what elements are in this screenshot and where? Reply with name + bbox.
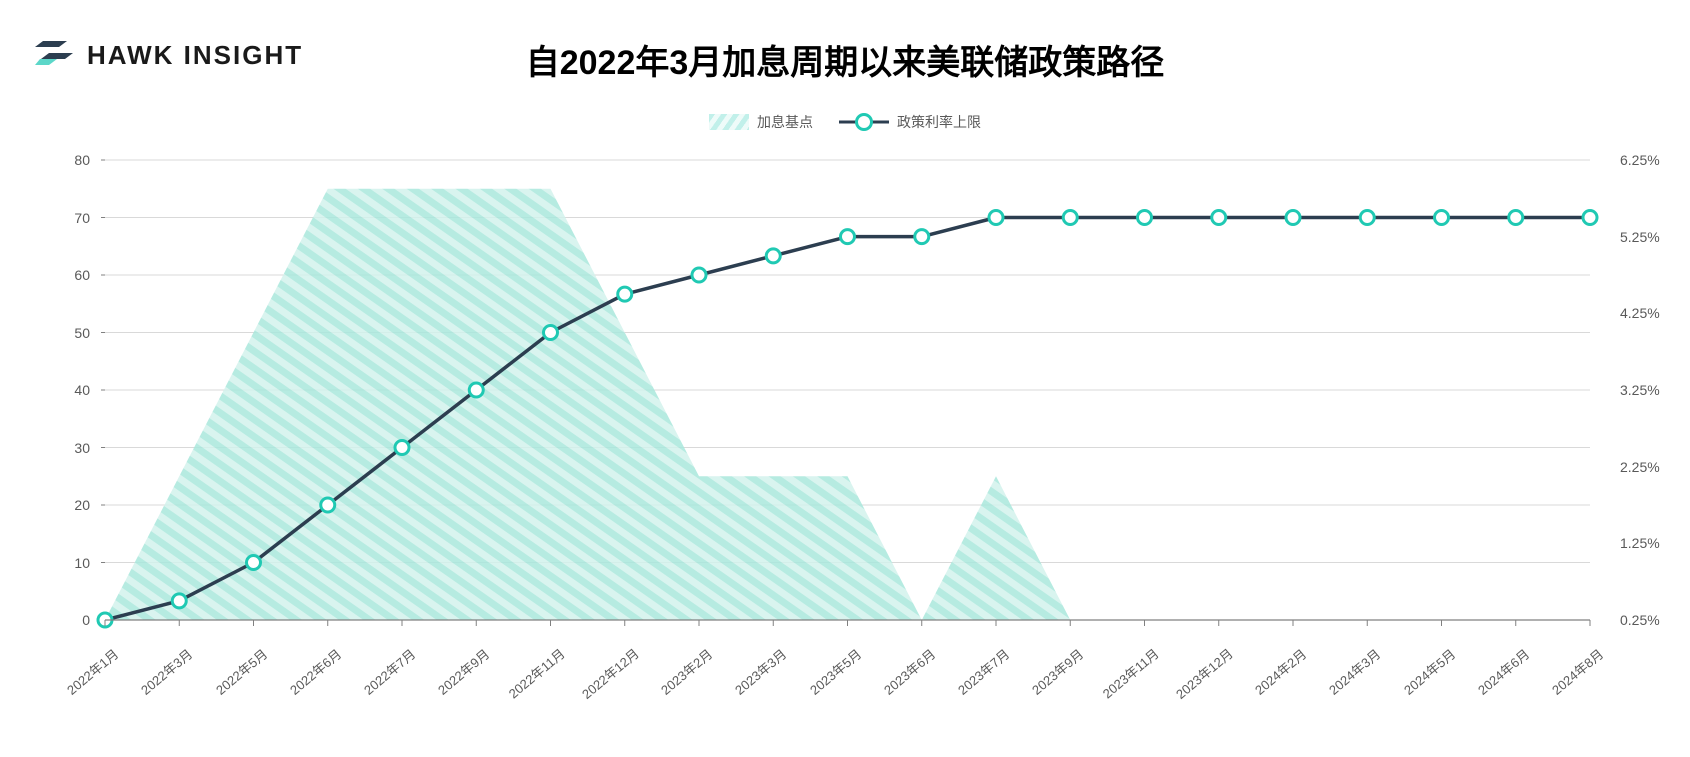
y-right-tick: 6.25%	[1620, 152, 1690, 168]
y-left-tick: 0	[0, 612, 90, 628]
x-tick: 2022年6月	[285, 644, 345, 699]
x-tick: 2022年7月	[359, 644, 419, 699]
x-tick: 2022年12月	[577, 644, 642, 703]
y-left-tick: 20	[0, 497, 90, 513]
brand-mark-icon	[35, 41, 75, 71]
y-right-tick: 0.25%	[1620, 612, 1690, 628]
x-tick: 2023年3月	[730, 644, 790, 699]
x-tick: 2024年8月	[1547, 644, 1607, 699]
legend-area-label: 加息基点	[757, 112, 813, 132]
legend-line-label: 政策利率上限	[897, 112, 981, 132]
x-tick: 2023年11月	[1097, 644, 1162, 703]
y-axis-right: 0.25% 1.25% 2.25% 3.25% 4.25% 5.25% 6.25%	[1610, 150, 1690, 630]
legend-area-swatch-icon	[709, 114, 749, 130]
y-right-tick: 3.25%	[1620, 382, 1690, 398]
brand-logo: HAWK INSIGHT	[35, 40, 303, 71]
x-tick: 2022年11月	[503, 644, 568, 703]
legend-item-area: 加息基点	[709, 112, 813, 132]
chart-svg	[95, 150, 1600, 630]
y-right-tick: 2.25%	[1620, 459, 1690, 475]
y-left-tick: 50	[0, 325, 90, 341]
x-tick: 2024年6月	[1473, 644, 1533, 699]
chart-plot-area	[95, 150, 1600, 630]
y-left-tick: 70	[0, 210, 90, 226]
y-left-tick: 60	[0, 267, 90, 283]
x-tick: 2022年1月	[62, 644, 122, 699]
x-tick: 2023年7月	[953, 644, 1013, 699]
x-tick: 2023年2月	[656, 644, 716, 699]
legend-line-swatch-icon	[839, 114, 889, 130]
y-left-tick: 30	[0, 440, 90, 456]
x-tick: 2024年3月	[1324, 644, 1384, 699]
x-tick: 2023年9月	[1027, 644, 1087, 699]
y-right-tick: 1.25%	[1620, 535, 1690, 551]
y-left-tick: 40	[0, 382, 90, 398]
brand-name: HAWK INSIGHT	[87, 40, 303, 71]
x-axis: 2022年1月2022年3月2022年5月2022年6月2022年7月2022年…	[95, 640, 1600, 730]
legend-item-line: 政策利率上限	[839, 112, 981, 132]
x-tick: 2022年3月	[136, 644, 196, 699]
chart-legend: 加息基点 政策利率上限	[709, 112, 981, 132]
y-left-tick: 10	[0, 555, 90, 571]
y-left-tick: 80	[0, 152, 90, 168]
y-right-tick: 4.25%	[1620, 305, 1690, 321]
x-tick: 2023年5月	[805, 644, 865, 699]
x-tick: 2022年9月	[433, 644, 493, 699]
x-tick: 2023年6月	[879, 644, 939, 699]
x-tick: 2023年12月	[1171, 644, 1236, 703]
x-tick: 2024年2月	[1250, 644, 1310, 699]
x-tick: 2022年5月	[211, 644, 271, 699]
y-right-tick: 5.25%	[1620, 229, 1690, 245]
chart-title: 自2022年3月加息周期以来美联储政策路径	[526, 35, 1165, 84]
x-tick: 2024年5月	[1399, 644, 1459, 699]
y-axis-left: 0 10 20 30 40 50 60 70 80	[0, 150, 90, 630]
